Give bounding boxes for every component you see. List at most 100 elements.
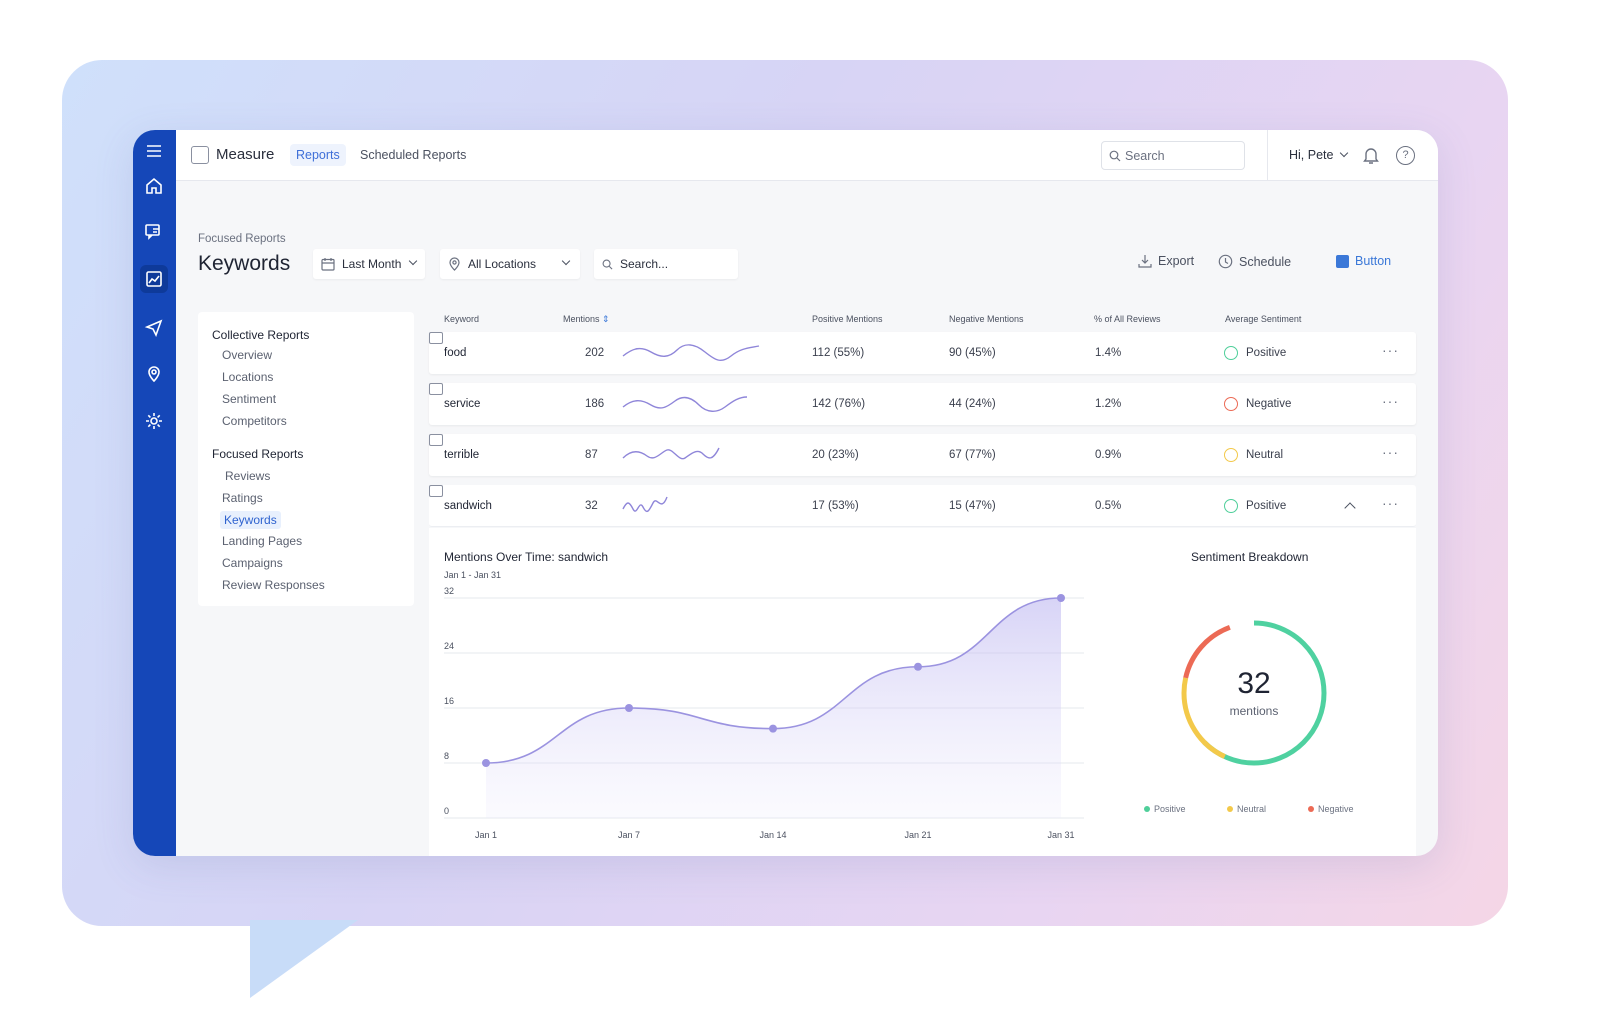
- sidebar-heading-focused: Focused Reports: [212, 447, 304, 461]
- data-point: [482, 759, 490, 767]
- column-header-keyword[interactable]: Keyword: [444, 314, 480, 324]
- global-search-placeholder: Search: [1125, 149, 1165, 163]
- row-sentiment: Neutral: [1246, 449, 1284, 461]
- table-row[interactable]: food 202 112 (55%) 90 (45%) 1.4% Positiv…: [429, 332, 1416, 374]
- row-percent: 1.2%: [1095, 398, 1122, 410]
- mentions-sparkline: [622, 396, 748, 412]
- column-header-mentions[interactable]: Mentions ⇕: [563, 314, 610, 325]
- home-icon[interactable]: [142, 174, 166, 198]
- x-tick-label: Jan 31: [1047, 830, 1074, 840]
- more-options-icon[interactable]: ···: [1382, 444, 1399, 460]
- more-options-icon[interactable]: ···: [1382, 393, 1399, 409]
- settings-gear-icon[interactable]: [142, 409, 166, 433]
- calendar-icon: [321, 258, 335, 271]
- location-icon[interactable]: [142, 362, 166, 386]
- app-name: Measure: [216, 146, 275, 163]
- table-row[interactable]: service 186 142 (76%) 44 (24%) 1.2% Nega…: [429, 383, 1416, 425]
- legend-label: Negative: [1318, 804, 1354, 814]
- campaign-send-icon[interactable]: [142, 315, 166, 339]
- row-sentiment: Positive: [1246, 347, 1287, 359]
- row-negative: 90 (45%): [949, 347, 996, 359]
- nav-rail: [133, 130, 176, 856]
- tab-scheduled-reports[interactable]: Scheduled Reports: [360, 148, 467, 162]
- notifications-bell-icon[interactable]: [1362, 146, 1380, 165]
- comment-icon: [429, 383, 443, 395]
- data-point: [1057, 594, 1065, 602]
- location-pin-icon: [449, 257, 460, 271]
- column-header-sentiment[interactable]: Average Sentiment: [1225, 314, 1302, 324]
- export-button[interactable]: Export: [1138, 254, 1194, 268]
- keyword-search-placeholder: Search...: [620, 257, 669, 271]
- primary-button-label: Button: [1355, 254, 1392, 268]
- sidebar-item-reviews[interactable]: Reviews: [225, 469, 271, 483]
- negative-face-icon: [1224, 397, 1238, 411]
- donut-segment-neutral: [1181, 620, 1327, 766]
- clock-icon: [1218, 254, 1233, 269]
- y-tick-label: 16: [444, 696, 454, 706]
- column-header-percent[interactable]: % of All Reviews: [1094, 314, 1161, 324]
- legend-label: Positive: [1154, 804, 1186, 814]
- table-row-expanded[interactable]: sandwich 32 17 (53%) 15 (47%) 0.5% Posit…: [429, 485, 1416, 527]
- tab-reports[interactable]: Reports: [290, 144, 346, 166]
- column-header-mentions-label: Mentions: [563, 314, 600, 324]
- column-header-positive[interactable]: Positive Mentions: [812, 314, 883, 324]
- row-percent: 0.5%: [1095, 500, 1122, 512]
- legend-dot: [1227, 806, 1233, 812]
- donut-title: Sentiment Breakdown: [1191, 550, 1309, 564]
- more-options-icon[interactable]: ···: [1382, 495, 1399, 511]
- user-menu[interactable]: Hi, Pete: [1289, 148, 1349, 162]
- keyword-search-input[interactable]: Search...: [594, 249, 738, 279]
- row-mentions: 87: [585, 449, 598, 461]
- menu-icon[interactable]: [142, 139, 166, 163]
- chevron-down-icon: [409, 256, 418, 266]
- speech-bubble-tail: [250, 920, 358, 998]
- legend-neutral: Neutral: [1227, 804, 1266, 814]
- row-sentiment: Negative: [1246, 398, 1292, 410]
- row-negative: 44 (24%): [949, 398, 996, 410]
- schedule-label: Schedule: [1239, 254, 1292, 269]
- sidebar-item-overview[interactable]: Overview: [222, 348, 273, 362]
- schedule-button[interactable]: Schedule: [1218, 254, 1291, 269]
- topbar-divider: [1267, 130, 1268, 181]
- keyword-detail-panel: Mentions Over Time: sandwich Jan 1 - Jan…: [429, 528, 1416, 856]
- measure-icon[interactable]: [140, 265, 168, 293]
- sidebar-item-keywords[interactable]: Keywords: [220, 511, 281, 529]
- download-icon: [1138, 255, 1152, 268]
- sidebar-item-locations[interactable]: Locations: [222, 370, 274, 384]
- breadcrumb[interactable]: Focused Reports: [198, 233, 286, 245]
- global-search-input[interactable]: Search: [1101, 141, 1245, 170]
- positive-face-icon: [1224, 499, 1238, 513]
- row-keyword: sandwich: [444, 500, 492, 512]
- y-tick-label: 0: [444, 806, 449, 816]
- x-tick-label: Jan 7: [618, 830, 640, 840]
- y-tick-label: 8: [444, 751, 449, 761]
- row-negative: 67 (77%): [949, 449, 996, 461]
- y-tick-label: 32: [444, 586, 454, 596]
- collapse-chevron-icon[interactable]: [1344, 502, 1356, 514]
- help-icon[interactable]: ?: [1396, 146, 1415, 165]
- reviews-icon[interactable]: [142, 220, 166, 244]
- page-title: Keywords: [198, 252, 291, 275]
- chevron-down-icon: [561, 256, 571, 266]
- positive-face-icon: [1224, 346, 1238, 360]
- date-range-select[interactable]: Last Month: [313, 249, 425, 279]
- sidebar-item-competitors[interactable]: Competitors: [222, 414, 287, 428]
- column-header-negative[interactable]: Negative Mentions: [949, 314, 1024, 324]
- row-positive: 142 (76%): [812, 398, 866, 410]
- primary-button[interactable]: Button: [1336, 254, 1391, 268]
- legend-positive: Positive: [1144, 804, 1186, 814]
- table-row[interactable]: terrible 87 20 (23%) 67 (77%) 0.9% Neutr…: [429, 434, 1416, 476]
- sidebar-item-campaigns[interactable]: Campaigns: [222, 556, 283, 570]
- sidebar-item-ratings[interactable]: Ratings: [222, 491, 263, 505]
- sidebar-item-landing-pages[interactable]: Landing Pages: [222, 534, 303, 548]
- location-select[interactable]: All Locations: [440, 249, 580, 279]
- sidebar-item-review-responses[interactable]: Review Responses: [222, 578, 325, 592]
- sidebar-item-sentiment[interactable]: Sentiment: [222, 392, 277, 406]
- sort-icon: ⇕: [602, 314, 610, 324]
- more-options-icon[interactable]: ···: [1382, 342, 1399, 358]
- reports-sidebar: Collective Reports Overview Locations Se…: [198, 312, 414, 606]
- location-value: All Locations: [468, 257, 537, 271]
- sentiment-donut-chart: [1181, 620, 1327, 766]
- row-positive: 112 (55%): [812, 347, 865, 359]
- row-keyword: terrible: [444, 449, 480, 461]
